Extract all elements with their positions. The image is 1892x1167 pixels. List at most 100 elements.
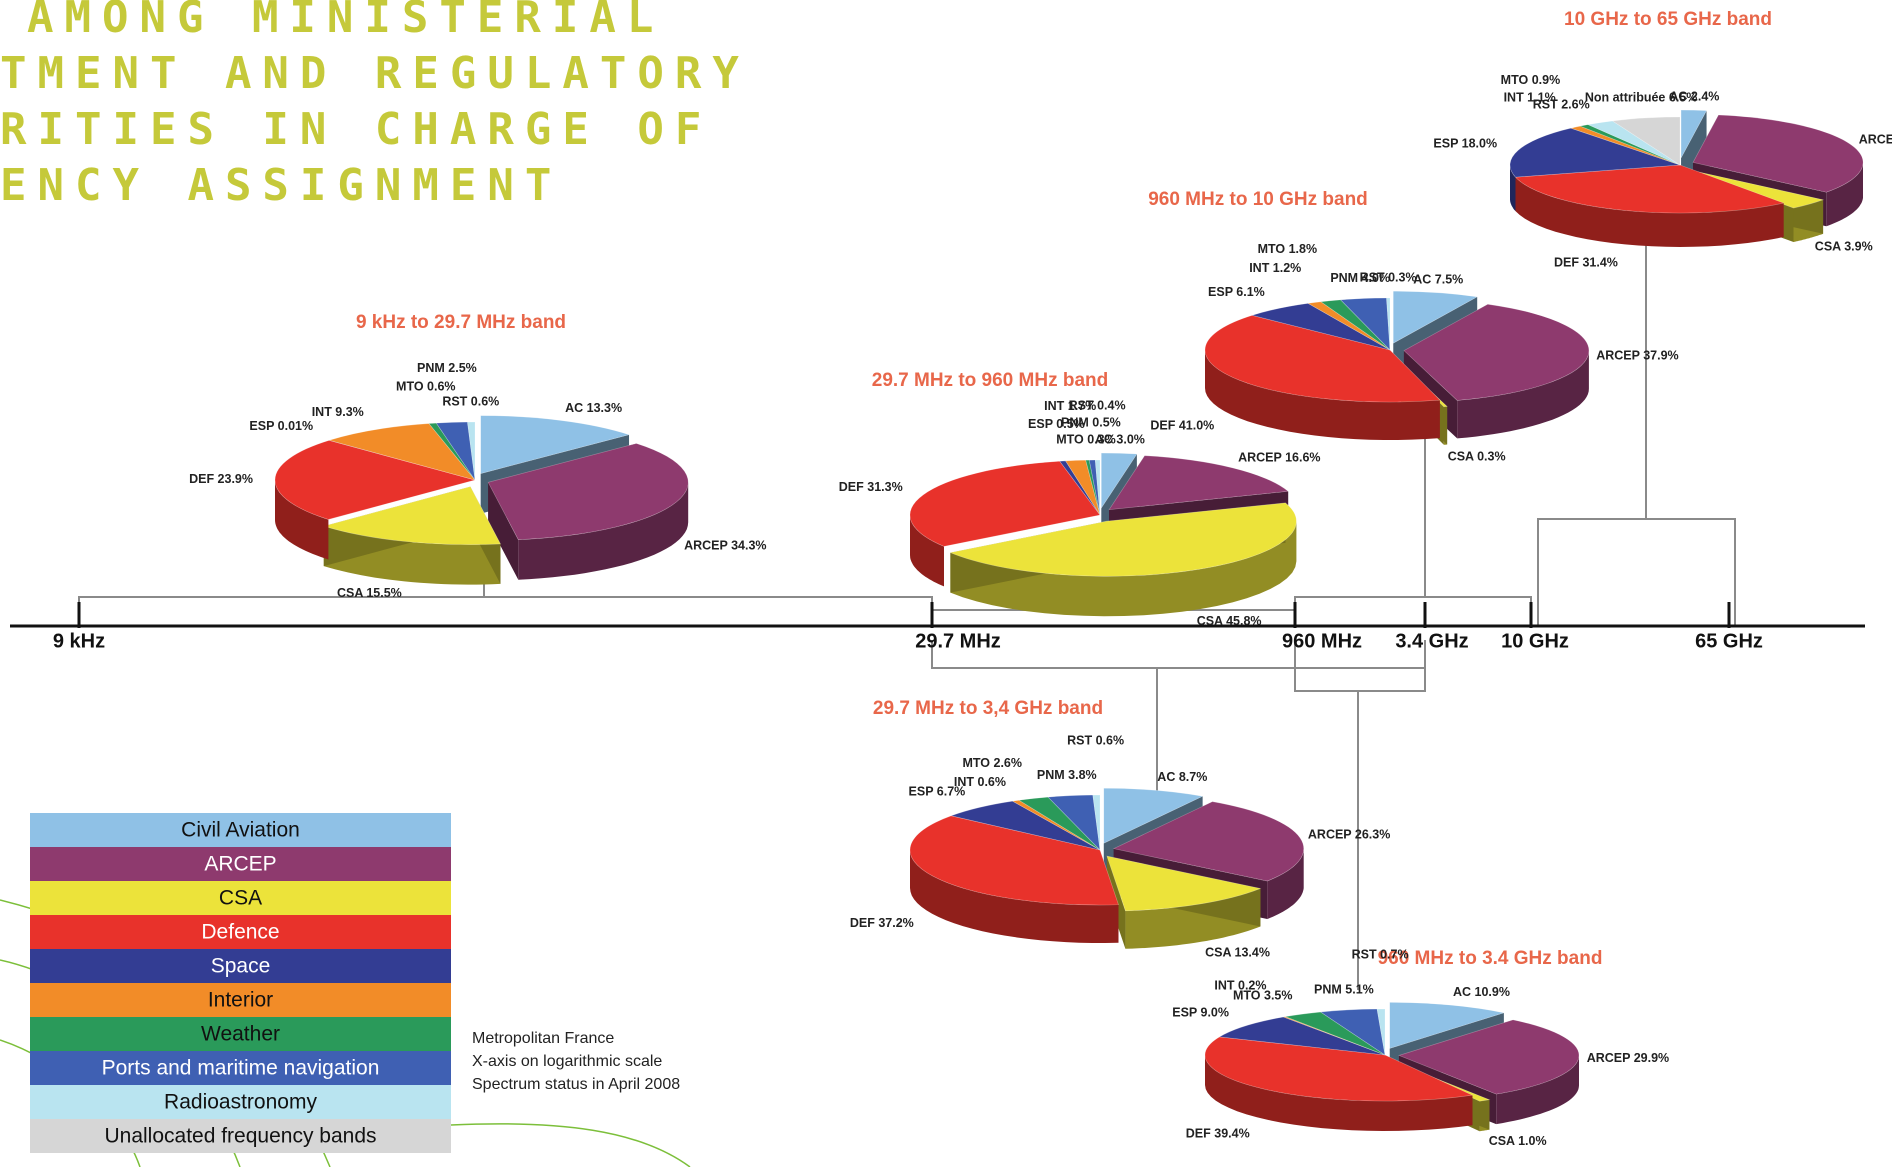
slice-side (275, 480, 329, 560)
slice-side (1510, 165, 1516, 212)
slice-label: RST 0.6% (442, 394, 499, 408)
slice-cut (488, 482, 519, 580)
heading-line: RITIES IN CHARGE OF (0, 104, 712, 155)
pie-slice (1092, 794, 1101, 851)
slice-label: PNM 4.0% (1330, 271, 1390, 285)
pie-slice (1386, 297, 1391, 351)
note: Metropolitan France (472, 1030, 614, 1047)
slice-top (1509, 127, 1681, 178)
slice-label: MTO 0.3% (1056, 432, 1116, 446)
slice-top (1282, 1016, 1386, 1056)
note: X-axis on logarithmic scale (472, 1053, 662, 1070)
slice-label: INT 9.3% (312, 405, 364, 419)
legend-swatch (30, 1051, 451, 1085)
pie-slice (487, 443, 689, 580)
slice-label: AC 13.3% (565, 401, 622, 415)
slice-label: INT 0.6% (954, 775, 1006, 789)
legend-label: ARCEP (204, 853, 276, 876)
connector (78, 596, 933, 626)
slice-label: ARCEP 29.9% (1587, 1051, 1669, 1065)
slice-label: ARCEP 33.3% (1859, 132, 1892, 146)
legend-swatch (30, 881, 451, 915)
slice-label: ARCEP 16.6% (1238, 450, 1320, 464)
slice-top (1092, 794, 1101, 851)
slice-label: RST 0.7% (1352, 947, 1409, 961)
slice-side (1267, 848, 1304, 920)
slice-label: MTO 0.9% (1501, 73, 1561, 87)
slice-top (1389, 1002, 1506, 1049)
heading-line: TMENT AND REGULATORY (0, 48, 750, 99)
slice-top (1094, 459, 1101, 516)
slice-top (1611, 116, 1681, 166)
legend-label: Defence (201, 921, 279, 944)
slice-top (1392, 290, 1479, 344)
slice-side (1205, 350, 1440, 440)
pie-slice (949, 502, 1297, 617)
slice-side (1826, 162, 1863, 227)
legend-swatch (30, 1017, 451, 1051)
pie-slice (1018, 796, 1101, 851)
slice-top (1103, 787, 1204, 844)
slice-label: RST 0.3% (1360, 270, 1417, 284)
slice-label: Non attribuée 6.5% (1585, 91, 1698, 105)
slice-side (518, 482, 689, 580)
slice-label: RST 2.6% (1533, 97, 1590, 111)
slice-top (1101, 452, 1138, 510)
slice-top (1204, 315, 1441, 403)
axis-label: 3.4 GHz (1395, 630, 1468, 652)
pie-slice (1204, 315, 1441, 440)
slice-label: ESP 6.1% (1208, 285, 1265, 299)
slice-top (1088, 459, 1101, 516)
slice-top (1218, 1016, 1386, 1056)
slice-top (1106, 855, 1262, 912)
slice-label: MTO 0.6% (396, 379, 456, 393)
decor-curve (450, 1123, 691, 1167)
slice-top (949, 502, 1297, 577)
pie-slice (1088, 459, 1101, 516)
pie-title: 960 MHz to 3.4 GHz band (1378, 948, 1603, 969)
slice-top (950, 800, 1101, 851)
slice-label: DEF 31.4% (1554, 256, 1618, 270)
slice-top (328, 439, 476, 481)
slice-label: ARCEP 37.9% (1596, 349, 1678, 363)
slice-top (909, 460, 1101, 547)
slice-label: PNM 2.5% (417, 361, 477, 375)
slice-label: ARCEP 26.3% (1308, 828, 1390, 842)
axis-label: 10 GHz (1501, 630, 1569, 652)
slice-label: MTO 3.5% (1233, 989, 1293, 1003)
connector (1294, 596, 1532, 626)
slice-label: AC 2.4% (1669, 89, 1719, 103)
slice-top (1204, 1036, 1474, 1102)
pie-slice (909, 460, 1101, 587)
slice-label: DEF 31.3% (839, 480, 903, 494)
pie-slice (274, 440, 477, 560)
pie-slice (1376, 1008, 1386, 1056)
slice-label: CSA 1.0% (1489, 1134, 1547, 1148)
pie-slice (1514, 164, 1785, 247)
slice-label: CSA 15.5% (337, 586, 402, 600)
slice-top (1340, 297, 1391, 351)
legend-label: Ports and maritime navigation (102, 1057, 380, 1080)
pie-slice (909, 815, 1119, 943)
slice-top (480, 415, 631, 474)
slice-top (328, 423, 476, 481)
pie-slice (467, 421, 476, 481)
slice-top (1320, 299, 1391, 351)
slice-top (1386, 297, 1391, 351)
slice-label: PNM 0.5% (1061, 415, 1121, 429)
pie-slice (1204, 1036, 1474, 1131)
slice-top (435, 421, 476, 481)
slice-label: INT 1.2% (1249, 261, 1301, 275)
slice-label: INT 1.1% (1504, 90, 1556, 104)
pie-slice (1106, 855, 1262, 949)
slice-side (1496, 1055, 1579, 1125)
slice-top (1065, 459, 1101, 516)
pie-title: 29.7 MHz to 3,4 GHz band (873, 698, 1103, 719)
slice-top (1250, 303, 1391, 351)
pie-slice (1307, 301, 1391, 351)
pie-slice (328, 439, 476, 481)
pie-title: 9 kHz to 29.7 MHz band (356, 312, 566, 333)
slice-label: MTO 1.8% (1258, 242, 1318, 256)
